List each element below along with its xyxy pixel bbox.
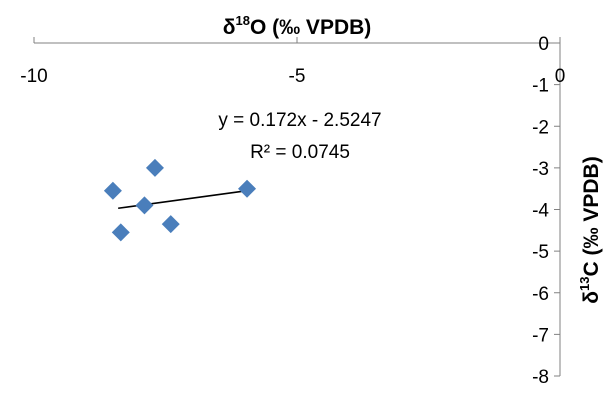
x-axis-title-superscript: 18 [235, 13, 249, 28]
x-axis-title-rest: O (‰ VPDB) [250, 16, 371, 39]
data-point [103, 181, 122, 200]
data-point [135, 196, 154, 215]
trendline-equation: y = 0.172x - 2.5247 [218, 110, 381, 131]
y-tick-label: -5 [532, 242, 549, 263]
x-axis-ticks: -10 -5 0 [20, 37, 565, 87]
y-axis-title-rest: C (‰ VPDB) [580, 156, 603, 276]
y-tick-label: -7 [532, 325, 549, 346]
x-axis-title: δ18O (‰ VPDB) [223, 13, 372, 39]
data-point [238, 179, 257, 198]
x-tick-label: -5 [289, 66, 306, 87]
y-tick-label: -1 [532, 76, 549, 97]
x-axis-title-delta: δ [223, 16, 236, 39]
data-point [111, 223, 130, 242]
data-point [145, 158, 164, 177]
y-axis-title-superscript: 13 [577, 276, 592, 290]
y-tick-label: -4 [532, 201, 549, 222]
y-axis-title-delta: δ [580, 291, 603, 304]
data-points [103, 158, 257, 242]
y-tick-label: -3 [532, 159, 549, 180]
y-tick-label: -2 [532, 117, 549, 138]
y-tick-label: -6 [532, 284, 549, 305]
y-axis-ticks: 0 -1 -2 -3 -4 -5 -6 -7 -8 [532, 34, 560, 388]
y-tick-label: -8 [532, 367, 549, 388]
y-axis-title: δ13C (‰ VPDB) [577, 156, 603, 303]
x-tick-label: -10 [20, 66, 47, 87]
r-squared-label: R² = 0.0745 [250, 142, 350, 163]
axes [34, 42, 561, 376]
x-tick-label: 0 [555, 66, 566, 87]
data-point [161, 215, 180, 234]
y-tick-label: 0 [538, 34, 549, 55]
